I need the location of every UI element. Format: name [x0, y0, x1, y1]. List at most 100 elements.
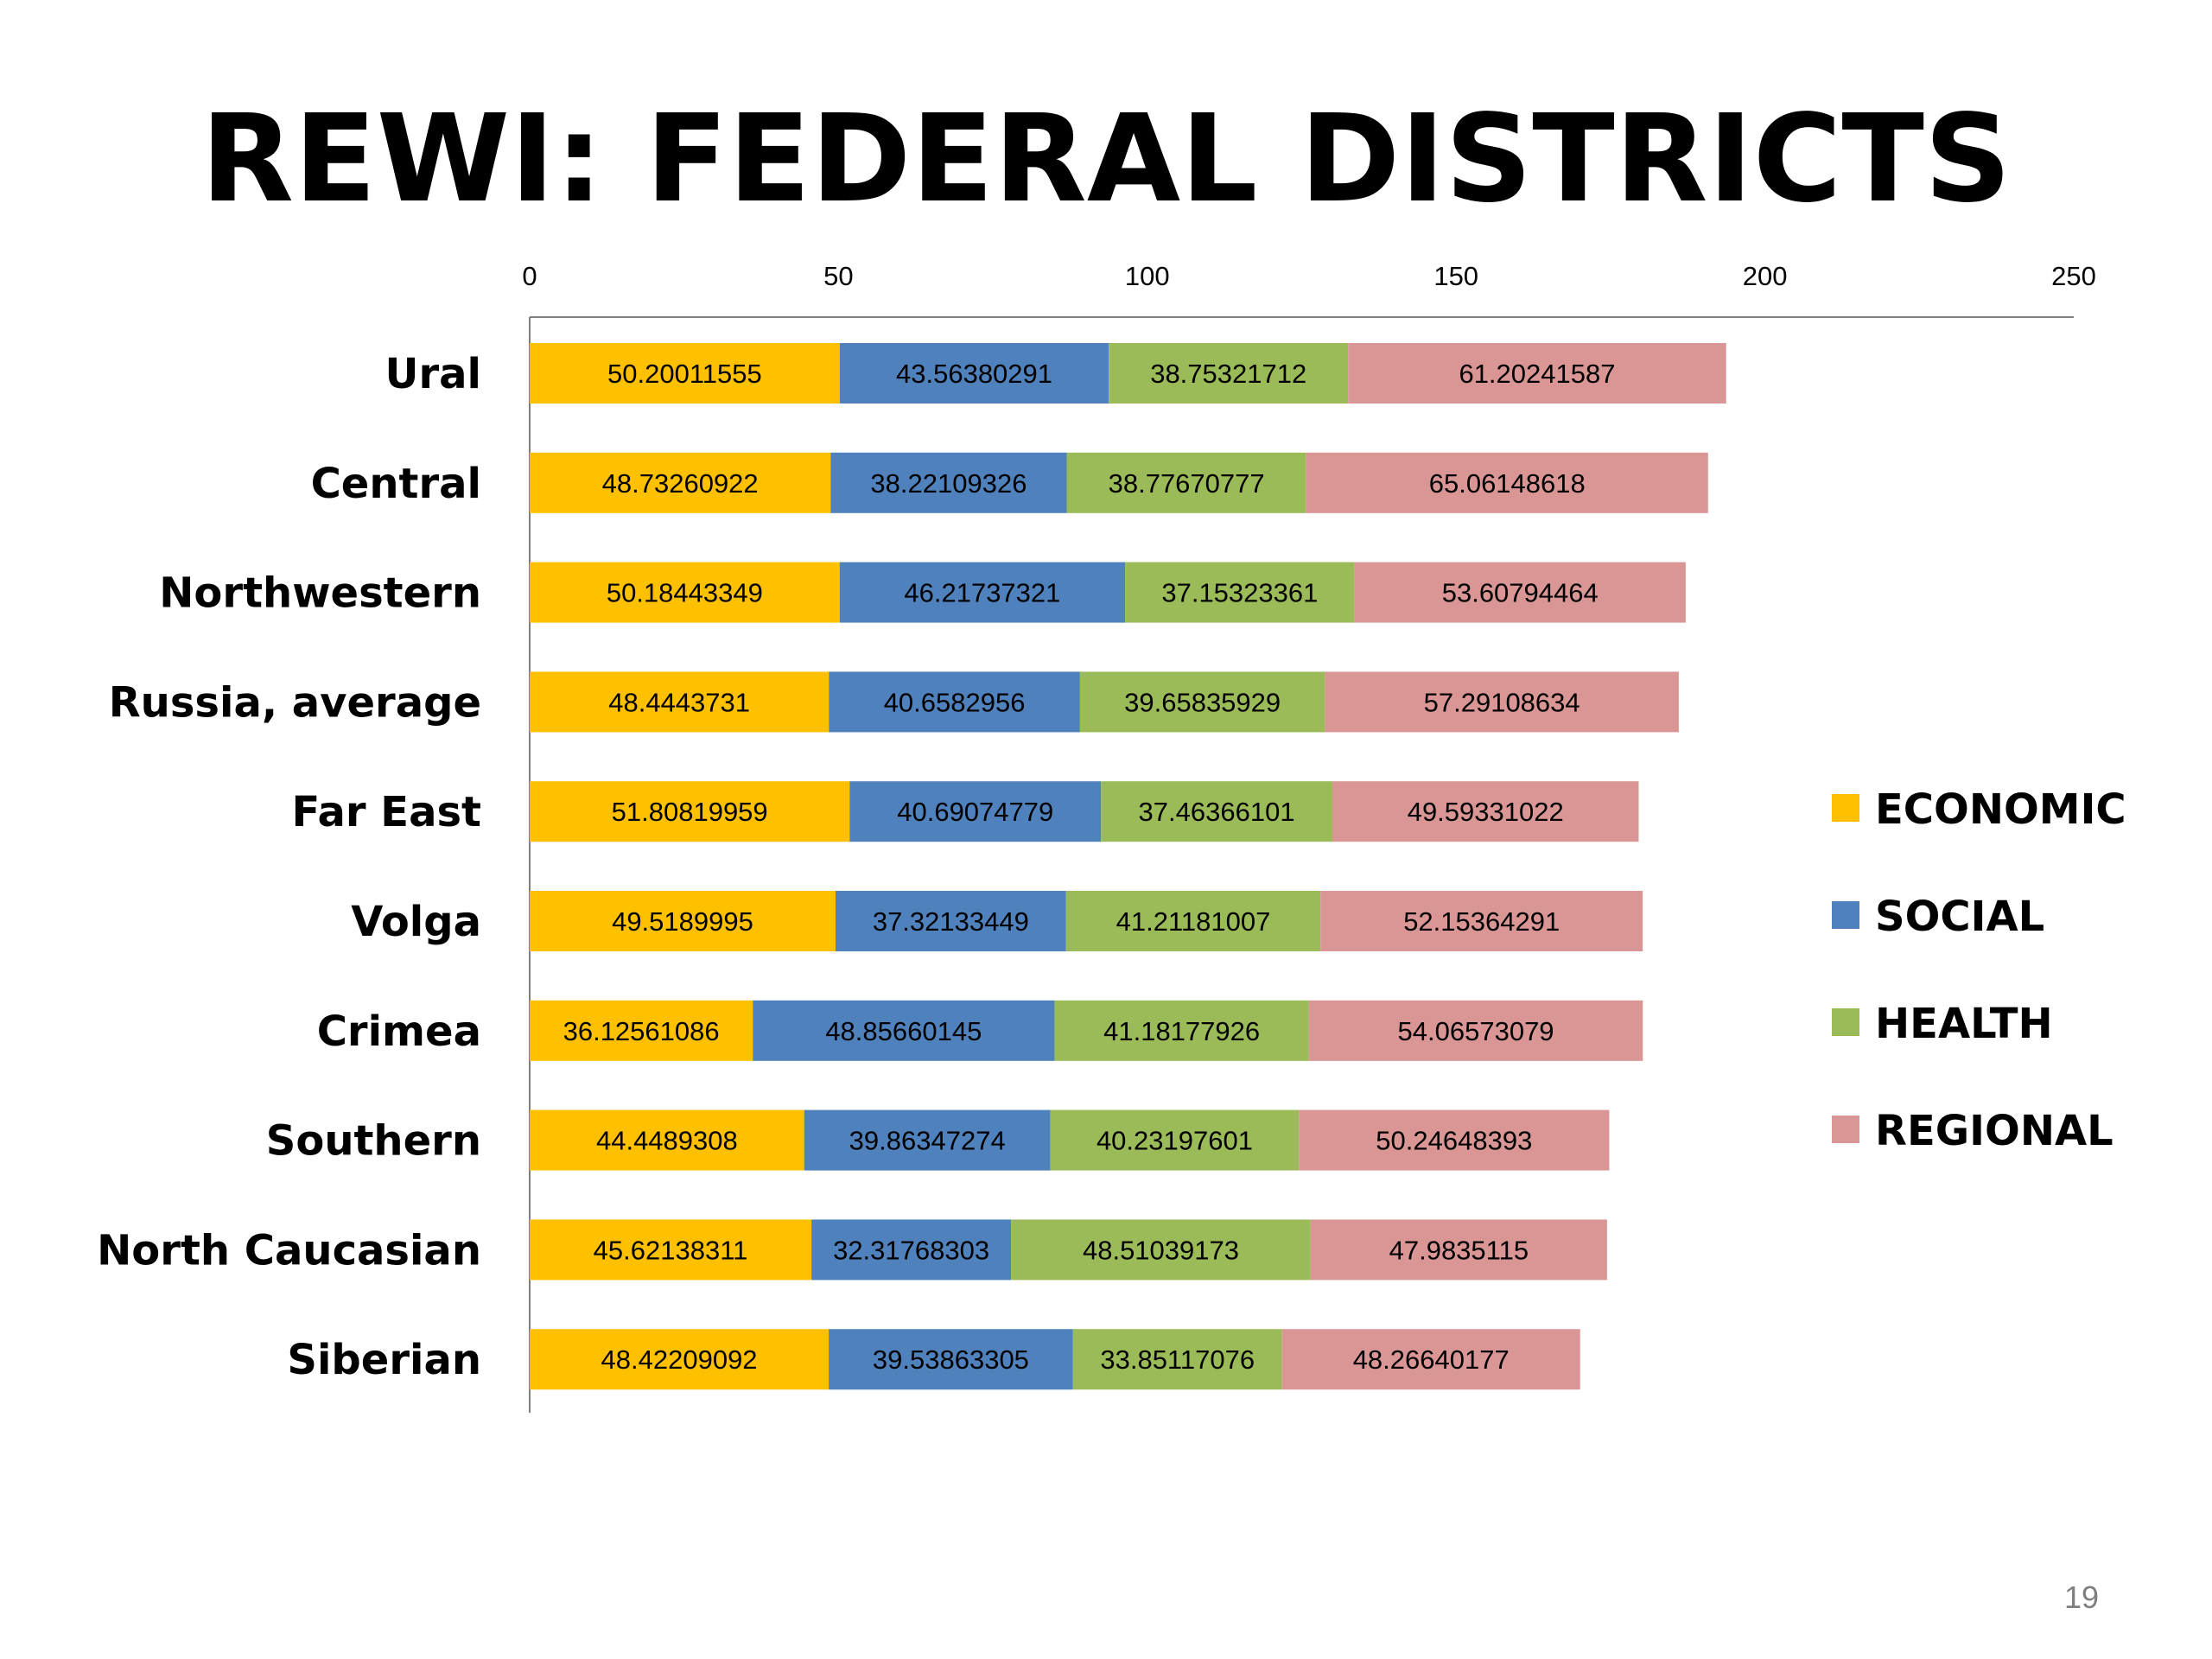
bar-segment-health	[1072, 1329, 1282, 1390]
data-label: 61.20241587	[1459, 359, 1615, 389]
legend-label: ECONOMIC	[1875, 785, 2126, 834]
data-label: 48.26640177	[1353, 1344, 1510, 1375]
bar-segment-social	[804, 1109, 1051, 1171]
bar-segment-social	[830, 452, 1067, 513]
data-label: 48.73260922	[602, 468, 759, 499]
bar-segment-regional	[1299, 1109, 1610, 1171]
bar-segment-economic	[530, 891, 836, 951]
data-label: 41.18177926	[1103, 1016, 1260, 1046]
legend-swatch	[1832, 1008, 1859, 1036]
bar-segment-health	[1101, 781, 1332, 842]
bar-segment-social	[835, 891, 1066, 951]
x-tick-label: 250	[2051, 261, 2096, 291]
category-label: Volga	[351, 898, 481, 946]
data-label: 49.5189995	[612, 906, 753, 937]
bar-segment-social	[839, 562, 1126, 623]
bar-segment-social	[829, 671, 1080, 733]
x-tick-label: 50	[823, 261, 853, 291]
bar-segment-health	[1050, 1109, 1300, 1171]
bar-segment-health	[1125, 562, 1355, 623]
data-label: 50.24648393	[1376, 1126, 1532, 1156]
data-label: 37.32133449	[873, 906, 1029, 937]
bar-segment-regional	[1325, 671, 1679, 733]
bar-segment-regional	[1281, 1329, 1580, 1390]
bar-segment-economic	[530, 562, 840, 623]
x-tick-label: 100	[1125, 261, 1170, 291]
legend-label: REGIONAL	[1875, 1107, 2113, 1155]
category-label: Central	[311, 460, 481, 508]
data-label: 33.85117076	[1100, 1344, 1255, 1375]
slide-title: REWI: FEDERAL DISTRICTS	[200, 89, 2012, 230]
bar-segment-regional	[1320, 891, 1643, 951]
bar-segment-economic	[530, 781, 850, 842]
data-label: 47.9835115	[1389, 1235, 1529, 1265]
legend-swatch	[1832, 901, 1859, 929]
data-label: 39.65835929	[1124, 687, 1281, 717]
legend-swatch	[1832, 794, 1859, 822]
data-label: 39.86347274	[849, 1126, 1006, 1156]
bar-segment-social	[849, 781, 1102, 842]
data-label: 49.59331022	[1408, 797, 1564, 827]
data-label: 48.85660145	[825, 1016, 982, 1046]
data-label: 40.23197601	[1096, 1126, 1253, 1156]
category-label: Siberian	[287, 1336, 481, 1384]
legend-swatch	[1832, 1116, 1859, 1143]
data-label: 41.21181007	[1116, 906, 1271, 937]
bar-segment-regional	[1308, 1000, 1643, 1061]
bar-segment-social	[753, 1000, 1055, 1061]
bar-segment-health	[1065, 891, 1321, 951]
bar-segment-economic	[530, 1000, 753, 1061]
bar-segment-economic	[530, 1219, 812, 1281]
data-label: 43.56380291	[896, 359, 1052, 389]
data-label: 37.15323361	[1161, 578, 1318, 608]
data-label: 46.21737321	[904, 578, 1060, 608]
bar-segment-economic	[530, 343, 840, 404]
data-label: 40.6582956	[884, 687, 1026, 717]
bar-segment-social	[829, 1329, 1073, 1390]
bar-segment-regional	[1348, 343, 1726, 404]
data-label: 48.42209092	[601, 1344, 758, 1375]
data-label: 39.53863305	[873, 1344, 1029, 1375]
data-label: 53.60794464	[1442, 578, 1599, 608]
data-label: 45.62138311	[594, 1235, 748, 1265]
data-label: 57.29108634	[1424, 687, 1580, 717]
bar-segment-economic	[530, 1329, 830, 1390]
data-label: 38.22109326	[870, 468, 1027, 499]
bar-segment-economic	[530, 452, 831, 513]
bar-segment-economic	[530, 671, 830, 733]
bar-segment-social	[811, 1219, 1012, 1281]
bar-segment-social	[839, 343, 1109, 404]
data-label: 48.4443731	[608, 687, 750, 717]
category-label: Ural	[385, 350, 482, 398]
data-label: 32.31768303	[833, 1235, 989, 1265]
category-label: Far East	[292, 788, 481, 836]
category-label: Russia, average	[109, 678, 481, 727]
data-label: 44.4489308	[596, 1126, 738, 1156]
data-label: 50.18443349	[607, 578, 763, 608]
data-label: 38.77670777	[1109, 468, 1265, 499]
data-label: 54.06573079	[1398, 1016, 1554, 1046]
data-label: 37.46366101	[1139, 797, 1295, 827]
category-label: Northwestern	[159, 569, 481, 618]
x-tick-label: 0	[522, 261, 537, 291]
bar-segment-health	[1054, 1000, 1309, 1061]
legend-label: SOCIAL	[1875, 893, 2044, 941]
bar-segment-regional	[1306, 452, 1708, 513]
data-label: 51.80819959	[612, 797, 768, 827]
bar-segment-health	[1066, 452, 1306, 513]
bar-segment-economic	[530, 1109, 804, 1171]
data-label: 48.51039173	[1083, 1235, 1239, 1265]
bar-segment-regional	[1310, 1219, 1607, 1281]
data-label: 52.15364291	[1403, 906, 1560, 937]
data-label: 65.06148618	[1429, 468, 1586, 499]
x-tick-label: 150	[1433, 261, 1478, 291]
category-label: Southern	[266, 1117, 481, 1166]
data-label: 50.20011555	[607, 359, 762, 389]
data-label: 38.75321712	[1150, 359, 1306, 389]
category-label: Crimea	[317, 1007, 481, 1056]
category-label: North Caucasian	[97, 1226, 481, 1274]
bar-segment-health	[1079, 671, 1325, 733]
legend-label: HEALTH	[1875, 1000, 2053, 1048]
bar-segment-health	[1109, 343, 1349, 404]
